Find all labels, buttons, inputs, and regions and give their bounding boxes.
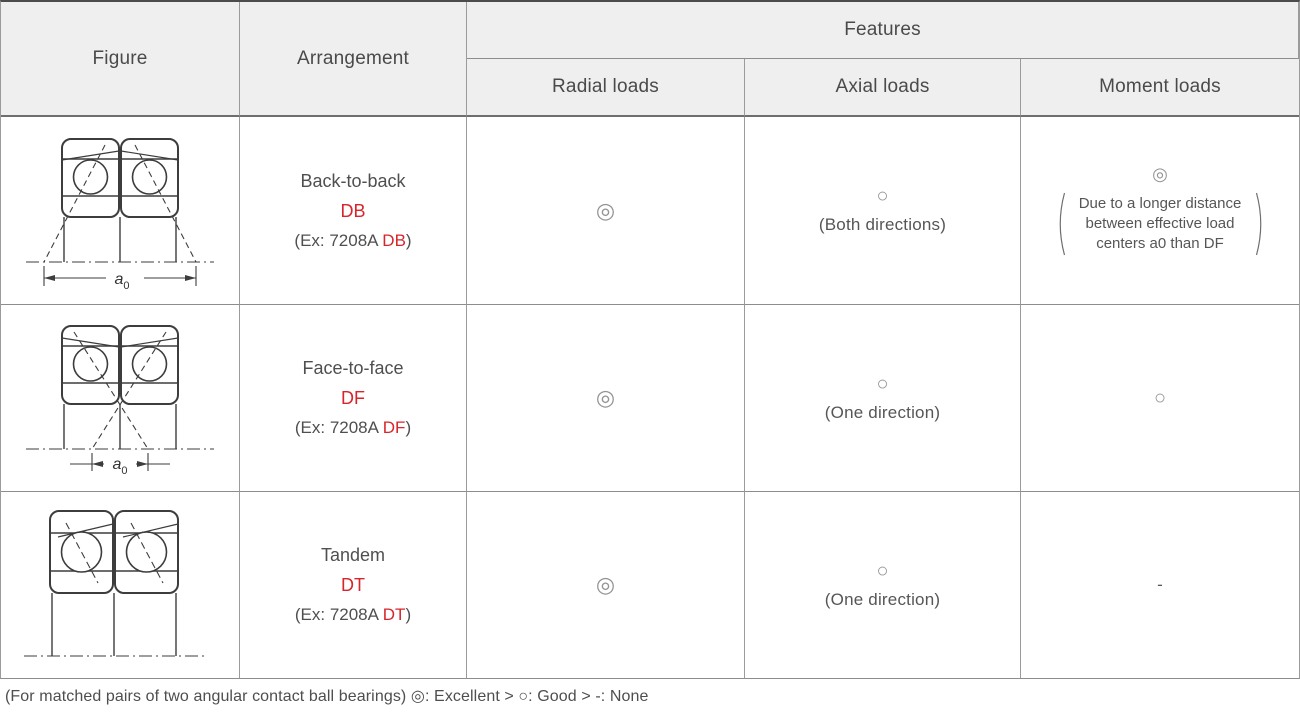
header-radial-loads-label: Radial loads — [552, 76, 659, 97]
cell-moment-tandem: - — [1021, 492, 1299, 678]
cell-moment-face-to-face: ○ — [1021, 305, 1299, 492]
example-suffix: ) — [405, 418, 412, 437]
cell-figure-face-to-face: a0 — [1, 305, 240, 492]
header-axial-loads-label: Axial loads — [835, 76, 930, 97]
figure-tandem-diagram — [24, 510, 206, 657]
example-code: DT — [382, 605, 406, 624]
example-code: DF — [382, 418, 406, 437]
cell-figure-tandem — [1, 492, 240, 678]
header-moment-loads: Moment loads — [1021, 59, 1299, 117]
footer-legend: (For matched pairs of two angular contac… — [5, 688, 649, 705]
cell-axial-back-to-back: ○ (Both directions) — [745, 117, 1021, 305]
axial-direction-note: (Both directions) — [818, 215, 947, 234]
arrangement-name: Tandem — [320, 545, 386, 565]
dimension-a0-label: a0 — [114, 271, 129, 292]
bearing-arrangement-table: Figure Arrangement Features Radial loads… — [0, 0, 1300, 679]
arrangement-example: (Ex: 7208A DB) — [294, 226, 411, 256]
paren-right-icon — [1255, 192, 1261, 255]
arrangement-code: DT — [340, 575, 365, 595]
moment-note-group: Due to a longer distance between effecti… — [1054, 191, 1267, 257]
cell-axial-tandem: ○ (One direction) — [745, 492, 1021, 678]
axial-direction-note: (One direction) — [824, 402, 941, 422]
example-code: DB — [382, 230, 406, 250]
cell-radial-tandem: ◎ — [467, 492, 745, 678]
example-prefix: (Ex: 7208A — [294, 418, 383, 437]
rating-symbol-good: ○ — [876, 185, 889, 207]
example-prefix: (Ex: 7208A — [294, 605, 383, 624]
cell-radial-back-to-back: ◎ — [467, 117, 745, 305]
header-figure-label: Figure — [92, 47, 148, 69]
arrangement-name: Back-to-back — [300, 170, 406, 191]
arrangement-name: Face-to-face — [302, 358, 404, 378]
arrangement-code: DF — [340, 388, 365, 408]
cell-arrangement-face-to-face: Face-to-face DF (Ex: 7208A DF) — [240, 305, 467, 492]
arrangement-example: (Ex: 7208A DT) — [295, 600, 411, 630]
cell-axial-face-to-face: ○ (One direction) — [745, 305, 1021, 492]
rating-symbol-good: ○ — [876, 372, 889, 395]
header-axial-loads: Axial loads — [745, 59, 1021, 117]
arrangement-code: DB — [340, 200, 366, 221]
arrangement-example: (Ex: 7208A DF) — [295, 413, 411, 443]
cell-figure-back-to-back: a0 — [1, 117, 240, 305]
rating-symbol-good: ○ — [1153, 387, 1167, 409]
header-moment-loads-label: Moment loads — [1099, 76, 1221, 97]
rating-symbol-none: - — [1157, 575, 1163, 594]
cell-arrangement-tandem: Tandem DT (Ex: 7208A DT) — [240, 492, 467, 678]
example-prefix: (Ex: 7208A — [294, 230, 383, 250]
axial-direction-note: (One direction) — [824, 589, 941, 609]
header-arrangement: Arrangement — [240, 2, 467, 117]
figure-back-to-back-diagram: a0 — [26, 137, 214, 292]
header-arrangement-label: Arrangement — [296, 47, 410, 69]
rating-symbol-excellent: ◎ — [595, 385, 616, 410]
rating-symbol-excellent: ◎ — [1152, 163, 1168, 184]
figure-face-to-face-diagram: a0 — [26, 325, 214, 477]
example-suffix: ) — [405, 605, 412, 624]
dimension-a0-label: a0 — [112, 456, 127, 477]
cell-arrangement-back-to-back: Back-to-back DB (Ex: 7208A DB) — [240, 117, 467, 305]
header-features-label: Features — [844, 19, 921, 40]
rating-symbol-excellent: ◎ — [595, 197, 616, 223]
example-suffix: ) — [405, 230, 412, 250]
paren-left-icon — [1059, 192, 1065, 255]
rating-symbol-good: ○ — [876, 559, 889, 582]
header-radial-loads: Radial loads — [467, 59, 745, 117]
rating-symbol-excellent: ◎ — [595, 572, 616, 597]
cell-moment-back-to-back: ◎ Due to a longer distance between effec… — [1021, 117, 1299, 305]
header-features: Features — [467, 2, 1299, 59]
header-figure: Figure — [1, 2, 240, 117]
moment-note-text: Due to a longer distance between effecti… — [1078, 194, 1242, 252]
cell-radial-face-to-face: ◎ — [467, 305, 745, 492]
